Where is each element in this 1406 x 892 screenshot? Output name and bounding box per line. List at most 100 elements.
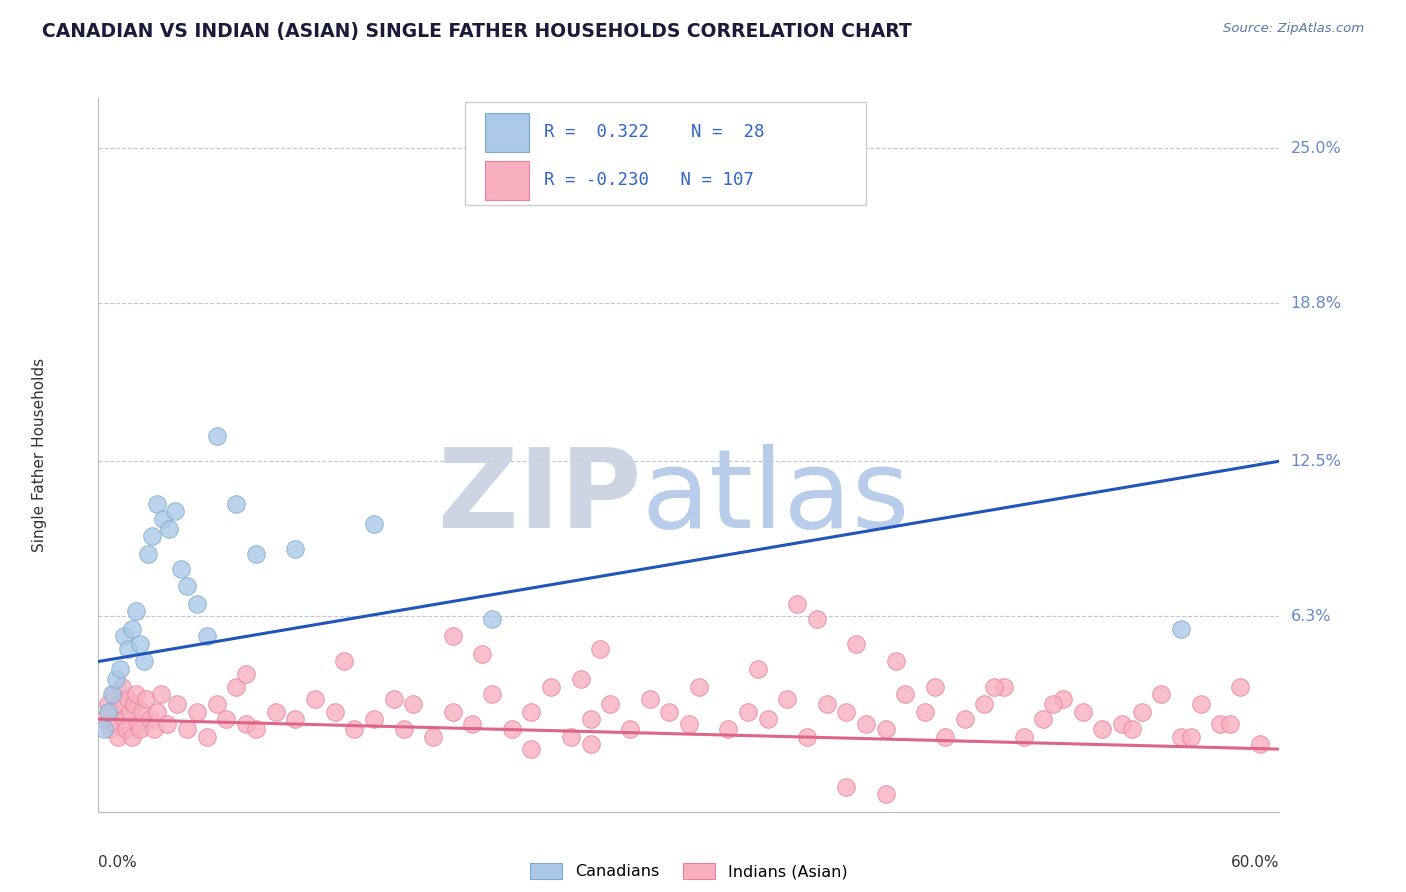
Point [97, 697, 120, 711]
Point [127, 717, 149, 731]
Point [108, 697, 131, 711]
Text: Single Father Households: Single Father Households [32, 358, 46, 552]
Point [875, 787, 897, 801]
Point [105, 717, 128, 731]
Point [186, 597, 208, 611]
Point [481, 612, 503, 626]
Point [973, 697, 995, 711]
Point [1150, 687, 1173, 701]
Point [112, 630, 135, 644]
Point [678, 717, 700, 731]
Point [215, 712, 238, 726]
Point [146, 497, 169, 511]
Point [786, 597, 808, 611]
Legend: Canadians, Indians (Asian): Canadians, Indians (Asian) [524, 856, 853, 886]
Text: 60.0%: 60.0% [1232, 855, 1279, 870]
Point [122, 697, 145, 711]
Point [136, 547, 159, 561]
Point [599, 697, 621, 711]
Point [245, 722, 267, 736]
Point [304, 692, 326, 706]
Point [1121, 722, 1143, 736]
Point [796, 730, 818, 744]
Point [884, 655, 907, 669]
Point [520, 705, 543, 719]
Point [156, 717, 179, 731]
Point [284, 541, 307, 556]
Point [195, 630, 218, 644]
Point [875, 722, 897, 736]
Point [101, 705, 124, 719]
Point [579, 737, 602, 751]
Point [157, 522, 180, 536]
Point [98, 722, 121, 736]
Point [589, 642, 612, 657]
Point [363, 516, 385, 531]
FancyBboxPatch shape [464, 102, 866, 205]
Point [569, 672, 592, 686]
Point [152, 512, 174, 526]
Point [128, 722, 150, 736]
Point [481, 687, 503, 701]
Point [688, 680, 710, 694]
Point [845, 637, 868, 651]
Point [118, 705, 141, 719]
Point [323, 705, 346, 719]
Point [1180, 730, 1202, 744]
Point [176, 579, 198, 593]
Point [264, 705, 287, 719]
Text: 12.5%: 12.5% [1291, 454, 1341, 468]
Point [747, 662, 769, 676]
Point [150, 687, 173, 701]
Text: R = -0.230   N = 107: R = -0.230 N = 107 [544, 171, 754, 189]
Point [983, 680, 1005, 694]
Point [245, 547, 267, 561]
Point [619, 722, 641, 736]
Point [835, 780, 858, 794]
Point [658, 705, 681, 719]
Text: 6.3%: 6.3% [1291, 609, 1331, 624]
Point [1071, 705, 1094, 719]
Point [1229, 680, 1251, 694]
Point [402, 697, 425, 711]
Point [117, 692, 139, 706]
Point [422, 730, 444, 744]
Point [815, 697, 838, 711]
Point [579, 712, 602, 726]
Point [103, 687, 125, 701]
Point [141, 529, 163, 543]
Text: Source: ZipAtlas.com: Source: ZipAtlas.com [1223, 22, 1364, 36]
Text: R =  0.322    N =  28: R = 0.322 N = 28 [544, 123, 765, 141]
Text: 18.8%: 18.8% [1291, 296, 1341, 311]
Point [107, 730, 129, 744]
Point [125, 604, 148, 618]
Point [165, 504, 187, 518]
Point [501, 722, 523, 736]
Point [441, 630, 464, 644]
Point [855, 717, 877, 731]
Point [924, 680, 946, 694]
Point [121, 622, 143, 636]
Point [284, 712, 307, 726]
Point [93, 722, 115, 736]
Point [135, 692, 157, 706]
Point [105, 672, 128, 686]
Point [560, 730, 582, 744]
Point [914, 705, 936, 719]
Point [1091, 722, 1114, 736]
Point [1032, 712, 1054, 726]
Point [441, 705, 464, 719]
Point [205, 697, 228, 711]
Point [993, 680, 1015, 694]
Point [166, 697, 188, 711]
Point [97, 705, 120, 719]
Point [176, 722, 198, 736]
Point [638, 692, 661, 706]
Point [333, 655, 356, 669]
Text: atlas: atlas [641, 444, 910, 551]
Point [776, 692, 799, 706]
Point [235, 667, 257, 681]
Point [93, 712, 115, 726]
Point [138, 712, 160, 726]
Point [1111, 717, 1133, 731]
